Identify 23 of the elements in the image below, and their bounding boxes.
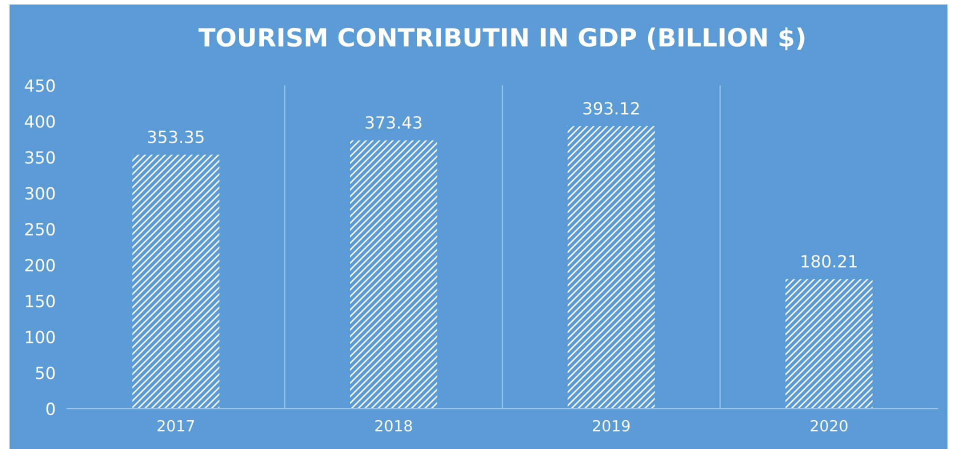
y-tick-label: 300 (25, 187, 55, 200)
chart-title: TOURISM CONTRIBUTIN IN GDP (BILLION $) (198, 27, 804, 50)
bar (132, 154, 220, 409)
y-tick-label: 150 (26, 294, 55, 308)
bar (568, 126, 655, 409)
x-tick-label: 2017 (158, 420, 194, 432)
y-tick-label: 100 (26, 330, 55, 344)
y-tick-label: 0 (46, 402, 55, 416)
data-label: 373.43 (366, 116, 422, 129)
data-label: 353.35 (148, 130, 204, 144)
y-tick-label: 350 (25, 151, 55, 164)
bar (785, 279, 873, 409)
y-tick-label: 400 (24, 115, 55, 128)
bar (350, 140, 438, 409)
data-label: 180.21 (802, 254, 857, 268)
x-tick-label: 2018 (375, 420, 412, 432)
y-tick-label: 250 (25, 222, 55, 236)
y-tick-label: 200 (25, 258, 55, 272)
y-tick-label: 50 (36, 366, 55, 380)
x-tick-label: 2020 (810, 420, 848, 432)
data-label: 393.12 (583, 102, 639, 115)
y-tick-label: 450 (24, 79, 55, 92)
x-tick-label: 2019 (592, 420, 630, 432)
